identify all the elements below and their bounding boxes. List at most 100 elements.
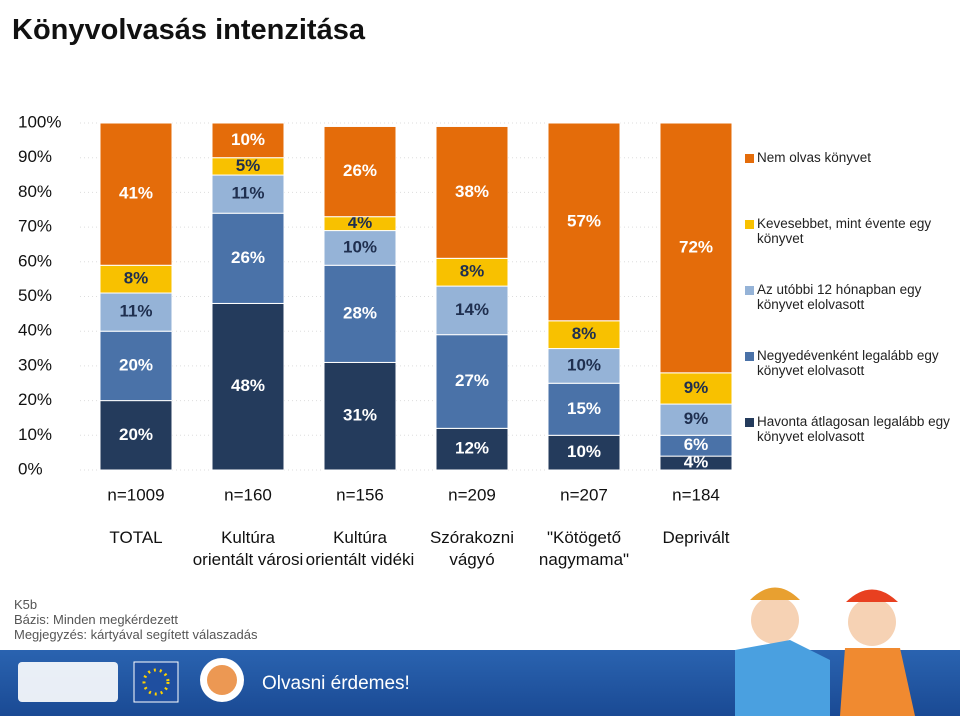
legend-swatch: [745, 220, 754, 229]
sample-size: n=156: [336, 485, 384, 504]
bar-segment: [435, 285, 509, 336]
legend-label: Az utóbbi 12 hónapban egy könyvet elolva…: [757, 282, 922, 312]
legend-item: Az utóbbi 12 hónapban egy könyvet elolva…: [745, 282, 955, 312]
value-label: 14%: [455, 300, 489, 319]
y-tick-label: 70%: [18, 217, 52, 236]
bar-segment: [547, 320, 621, 350]
y-tick-label: 40%: [18, 321, 52, 340]
eu-logo: [133, 661, 179, 703]
sample-size: n=1009: [107, 485, 164, 504]
y-tick-label: 20%: [18, 390, 52, 409]
logo: [18, 662, 118, 702]
bar-segment: [323, 125, 397, 218]
legend-label: Kevesebbet, mint évente egy könyvet: [757, 216, 932, 246]
value-label: 8%: [572, 324, 597, 343]
x-tick-label: TOTAL: [109, 528, 163, 547]
bar-segment: [99, 122, 173, 266]
value-label: 11%: [119, 302, 152, 321]
bar-segment: [547, 434, 621, 471]
bar-segment: [211, 122, 285, 159]
bar-segment: [211, 174, 285, 214]
value-label: 57%: [567, 211, 601, 230]
value-label: 15%: [567, 399, 601, 418]
note: K5b: [14, 597, 38, 612]
value-label: 9%: [684, 409, 709, 428]
legend-item: Havonta átlagosan legalább egy könyvet e…: [745, 414, 955, 444]
x-tick-label: "Kötögető nagymama": [538, 528, 630, 569]
value-label: 9%: [684, 378, 709, 397]
y-tick-label: 30%: [18, 355, 52, 374]
legend-item: Nem olvas könyvet: [745, 150, 955, 165]
bar-segment: [323, 264, 397, 363]
bar-segment: [435, 427, 509, 471]
x-tick-label: Kultúra orientált vidéki: [305, 528, 415, 569]
legend-swatch: [745, 154, 754, 163]
legend-item: Negyedévenként legalább egy könyvet elol…: [745, 348, 955, 378]
value-label: 11%: [231, 184, 264, 203]
badge-inner: [207, 665, 237, 695]
bar-segment: [435, 257, 509, 287]
value-label: 26%: [343, 161, 377, 180]
y-tick-label: 100%: [18, 112, 61, 131]
value-label: 4%: [348, 213, 373, 232]
y-tick-label: 50%: [18, 286, 52, 305]
value-label: 8%: [124, 269, 149, 288]
dress: [840, 648, 915, 716]
value-label: 12%: [455, 439, 489, 458]
bar-segment: [547, 382, 621, 436]
bar-segment: [659, 372, 733, 405]
y-tick-label: 10%: [18, 425, 52, 444]
y-tick-label: 60%: [18, 251, 52, 270]
title: Könyvolvasás intenzitása: [12, 14, 365, 46]
bar-segment: [99, 400, 173, 471]
sample-size: n=160: [224, 485, 272, 504]
legend-swatch: [745, 418, 754, 427]
bar-segment: [659, 122, 733, 374]
value-label: 41%: [119, 184, 153, 203]
value-label: 10%: [567, 442, 601, 461]
value-label: 27%: [455, 371, 489, 390]
child-head: [848, 598, 896, 646]
hair: [846, 589, 898, 602]
legend-swatch: [745, 286, 754, 295]
y-tick-label: 80%: [18, 182, 52, 201]
bar-segment: [211, 212, 285, 304]
sample-size: n=184: [672, 485, 720, 504]
value-label: 10%: [567, 355, 601, 374]
legend-label: Nem olvas könyvet: [757, 150, 872, 165]
bar-segment: [211, 302, 285, 471]
bar-segment: [99, 264, 173, 294]
bar-segment: [323, 230, 397, 266]
bar-segment: [435, 125, 509, 259]
value-label: 38%: [455, 182, 489, 201]
bar-segment: [547, 122, 621, 322]
bar-segment: [547, 348, 621, 384]
value-label: 26%: [231, 248, 265, 267]
y-tick-label: 90%: [18, 147, 52, 166]
value-label: 10%: [343, 237, 377, 256]
note: Megjegyzés: kártyával segített válaszadá…: [14, 627, 258, 642]
book: [735, 640, 830, 716]
legend-label: Havonta átlagosan legalább egy könyvet e…: [757, 414, 950, 444]
x-tick-label: Szórakozni vágyó: [429, 528, 515, 569]
value-label: 5%: [236, 156, 261, 175]
bar-segment: [99, 330, 173, 402]
legend-swatch: [745, 352, 754, 361]
bar-segment: [323, 361, 397, 471]
x-tick-label: Kultúra orientált városi: [192, 528, 304, 569]
value-label: 48%: [231, 376, 265, 395]
note: Bázis: Minden megkérdezett: [14, 612, 179, 627]
sample-size: n=209: [448, 485, 496, 504]
legend-label: Negyedévenként legalább egy könyvet elol…: [757, 348, 939, 378]
bar-segment: [99, 292, 173, 332]
legend-item: Kevesebbet, mint évente egy könyvet: [745, 216, 955, 246]
sample-size: n=207: [560, 485, 608, 504]
x-tick-label: Deprivált: [662, 528, 730, 547]
eu-stars: [142, 668, 170, 696]
value-label: 72%: [679, 237, 713, 256]
value-label: 28%: [343, 303, 377, 322]
value-label: 8%: [460, 262, 485, 281]
